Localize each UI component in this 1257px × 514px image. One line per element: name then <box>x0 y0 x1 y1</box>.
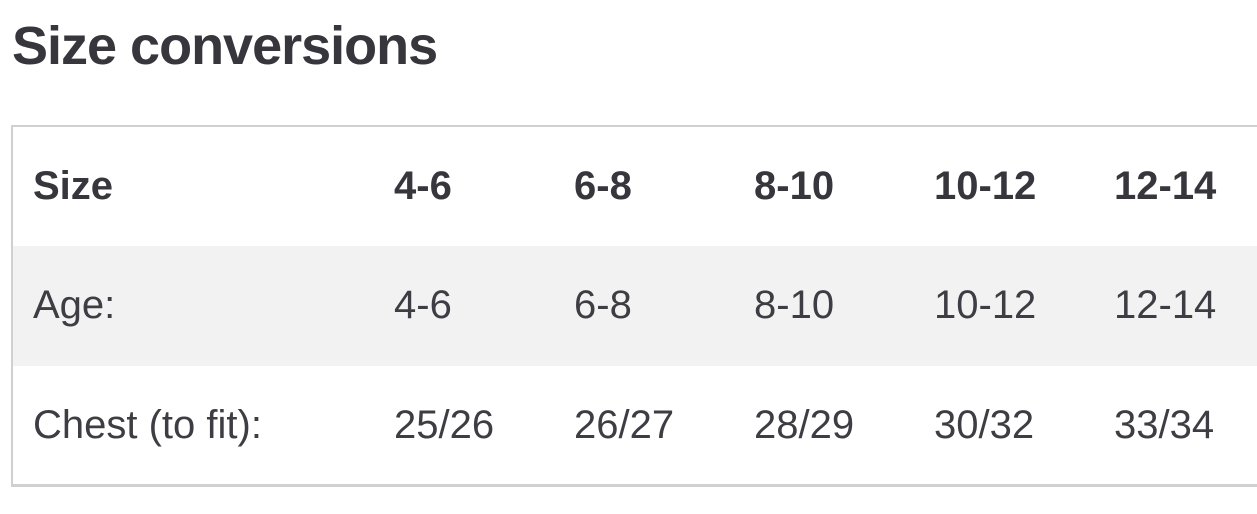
age-value: 8-10 <box>754 283 835 328</box>
chest-value: 25/26 <box>394 402 495 447</box>
row-label-chest: Chest (to fit): <box>33 402 262 447</box>
age-value: 10-12 <box>934 283 1037 328</box>
header-cell-6-8: 6-8 <box>574 163 632 208</box>
chest-value: 33/34 <box>1114 402 1215 447</box>
page-title: Size conversions <box>12 16 438 76</box>
age-value: 12-14 <box>1114 283 1217 328</box>
header-cell-4-6: 4-6 <box>394 163 452 208</box>
header-cell-12-14: 12-14 <box>1114 163 1217 208</box>
table-row-chest: Chest (to fit): 25/26 26/27 28/29 30/32 … <box>12 366 1257 486</box>
chest-value: 30/32 <box>934 402 1035 447</box>
header-cell-10-12: 10-12 <box>934 163 1037 208</box>
header-cell-8-10: 8-10 <box>754 163 835 208</box>
age-value: 4-6 <box>394 283 452 328</box>
table-header-row: Size 4-6 6-8 8-10 10-12 12-14 <box>12 126 1257 246</box>
header-cell-size: Size <box>33 163 114 208</box>
age-value: 6-8 <box>574 283 632 328</box>
chest-value: 26/27 <box>574 402 675 447</box>
chest-value: 28/29 <box>754 402 855 447</box>
table-row-age: Age: 4-6 6-8 8-10 10-12 12-14 <box>12 245 1257 366</box>
row-label-age: Age: <box>33 283 116 328</box>
size-conversions-table: Size 4-6 6-8 8-10 10-12 12-14 Age: 4-6 6… <box>11 124 1257 488</box>
